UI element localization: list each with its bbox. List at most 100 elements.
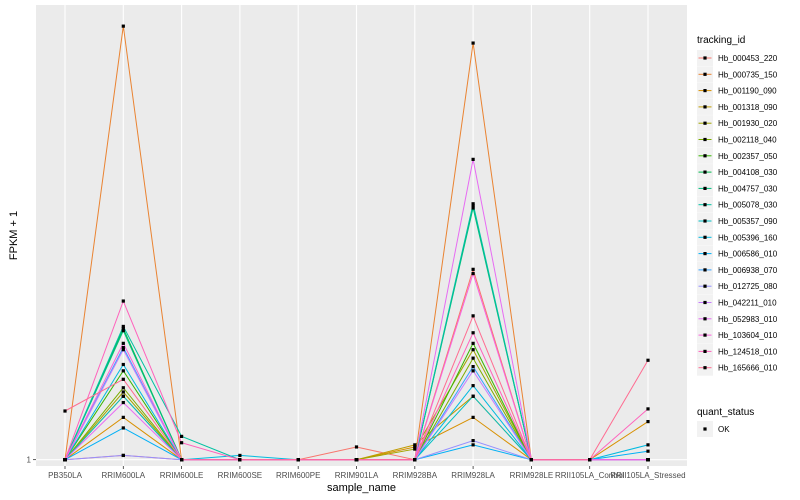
data-point: [413, 443, 417, 447]
y-axis-title: FPKM + 1: [8, 211, 20, 260]
legend-key-point: [703, 252, 707, 256]
x-tick-label: RRIM600SE: [218, 471, 262, 480]
legend-key-point: [703, 72, 707, 76]
legend-label: Hb_005357_090: [718, 217, 778, 226]
data-point: [471, 415, 475, 419]
data-point: [354, 458, 359, 462]
legend-title: quant_status: [697, 407, 754, 418]
gridlines: [36, 5, 687, 466]
data-point: [121, 341, 125, 345]
legend-key-point: [703, 268, 707, 272]
data-point: [121, 348, 125, 352]
legend-label: Hb_165666_010: [718, 364, 778, 373]
data-point: [471, 271, 475, 276]
data-point: [646, 358, 650, 362]
data-point: [121, 394, 125, 398]
legend-item: Hb_005357_090: [697, 213, 778, 229]
data-point: [646, 449, 650, 453]
x-axis: PB350LA RRIM600LA RRIM600LE RRIM600SE RRIM60…: [48, 466, 686, 480]
data-point: [471, 331, 475, 335]
data-point: [471, 439, 475, 443]
data-point: [646, 419, 650, 424]
data-point: [180, 441, 184, 445]
x-tick-label: RRIM600PE: [276, 471, 320, 480]
x-tick-label: RRII105LA_Control: [555, 471, 625, 480]
data-point: [121, 415, 125, 419]
legend-key-point: [703, 170, 707, 174]
legend-key-point: [703, 219, 707, 223]
legend-key-point: [703, 333, 707, 337]
data-point: [121, 377, 125, 381]
y-axis: 1: [27, 456, 36, 465]
data-point: [121, 426, 125, 430]
data-point: [471, 267, 475, 271]
data-point: [180, 434, 184, 438]
x-tick-label: RRIM901LA: [335, 471, 379, 480]
data-point: [588, 458, 592, 462]
x-tick-label: RRIM600LA: [102, 471, 146, 480]
x-tick-label: RRIM928BA: [393, 471, 438, 480]
legend-key-point: [703, 203, 707, 207]
legend-label: Hb_042211_010: [718, 299, 777, 308]
data-point: [413, 447, 417, 451]
data-point: [471, 206, 475, 210]
data-point: [471, 202, 475, 206]
legend-label: Hb_006938_070: [718, 266, 778, 275]
data-point: [471, 365, 475, 369]
legend-key-point: [703, 349, 707, 353]
data-point: [63, 458, 67, 462]
data-point: [471, 41, 475, 45]
data-point: [238, 453, 242, 458]
data-point: [121, 369, 125, 373]
legend-key-point: [703, 186, 707, 190]
legend-quant-status: quant_status OK: [697, 407, 754, 437]
legend-label: Hb_001190_090: [718, 87, 777, 96]
legend-item: Hb_005396_160: [697, 229, 778, 246]
legend-label: Hb_000735_150: [718, 70, 778, 79]
data-point: [471, 394, 475, 398]
legend-key-point: [703, 300, 707, 305]
data-point: [413, 445, 417, 449]
data-point: [121, 324, 125, 329]
data-point: [471, 356, 475, 360]
data-point: [121, 362, 125, 367]
legend-label: Hb_005078_030: [718, 201, 778, 210]
legend-item: Hb_103604_010: [697, 327, 778, 344]
legend-key-point: [703, 89, 707, 93]
data-point: [471, 341, 475, 345]
data-point: [413, 458, 417, 462]
legend-key-point: [703, 154, 707, 158]
x-tick-label: RRIM600LE: [160, 471, 204, 480]
x-axis-title: sample_name: [327, 482, 396, 494]
legend-label: OK: [718, 425, 730, 434]
legend-key-point: [703, 284, 707, 288]
data-point: [121, 400, 125, 405]
legend-item: Hb_005078_030: [697, 196, 778, 213]
x-tick-label: PB350LA: [48, 471, 82, 480]
data-point: [238, 458, 242, 462]
legend-key-point: [703, 235, 707, 239]
legend-item: Hb_004108_030: [697, 164, 778, 181]
x-tick-label: RRII105LA_Stressed: [610, 471, 685, 480]
legend-label: Hb_004757_030: [718, 184, 778, 193]
data-point: [121, 329, 125, 333]
legend-item: Hb_004757_030: [697, 180, 778, 197]
legend-label: Hb_103604_010: [718, 331, 778, 340]
legend-label: Hb_000453_220: [718, 54, 778, 63]
data-point: [296, 458, 300, 462]
data-point: [354, 445, 359, 449]
legend-key-point: [703, 427, 707, 431]
legend-item: Hb_002118_040: [697, 131, 777, 148]
data-point: [646, 407, 650, 411]
x-tick-label: RRIM928LA: [451, 471, 495, 480]
data-point: [121, 24, 125, 28]
legend-label: Hb_052983_010: [718, 315, 778, 324]
data-point: [121, 299, 125, 303]
legend-key-point: [703, 317, 707, 321]
data-point: [63, 409, 67, 413]
legend-label: Hb_002118_040: [718, 136, 777, 145]
data-point: [471, 314, 475, 318]
data-point: [121, 390, 125, 394]
legend-key-point: [703, 366, 707, 370]
y-tick-label: 1: [27, 456, 32, 465]
